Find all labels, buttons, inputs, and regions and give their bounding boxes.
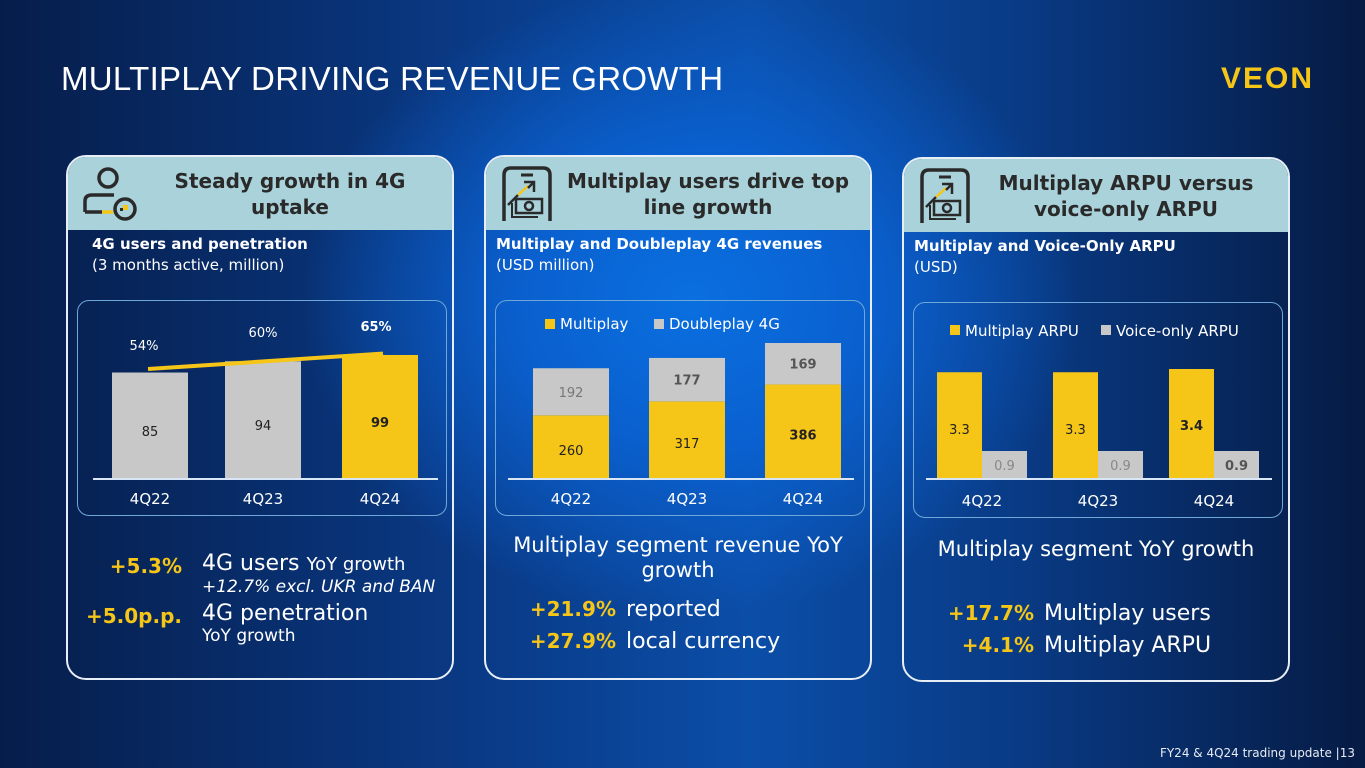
x-tick-label: 4Q23 — [243, 490, 283, 508]
legend-label: Voice-only ARPU — [1116, 322, 1239, 340]
penetration-label: 54% — [130, 339, 159, 354]
stat-label-small: YoY growth — [306, 554, 406, 575]
stat-value: +4.1% — [961, 633, 1034, 657]
stat-label: Multiplay ARPU — [1044, 633, 1212, 658]
stat-value: +27.9% — [529, 629, 616, 653]
bar-voice-only-arpu — [982, 451, 1027, 479]
stat-4g-penetration: +5.0p.p. 4G penetration YoY growth — [78, 601, 369, 647]
stat-value: +17.7% — [947, 601, 1034, 625]
x-tick-label: 4Q24 — [360, 490, 400, 508]
bar-multiplay — [533, 415, 609, 479]
chart-unit: (USD) — [914, 258, 958, 276]
penetration-label: 65% — [360, 320, 391, 335]
x-tick-label: 4Q23 — [667, 490, 707, 508]
bar-voice-only-arpu — [1098, 451, 1143, 479]
stat-label: local currency — [626, 629, 781, 654]
stat-multiplay-users: +17.7% Multiplay users — [924, 601, 1211, 626]
user-4g-icon — [83, 167, 137, 221]
chart-subtitle: Multiplay and Doubleplay 4G revenues — [496, 235, 823, 253]
stat-value: +5.3% — [109, 554, 182, 578]
bar-doubleplay — [649, 357, 725, 402]
card-4g-uptake: Steady growth in 4G uptake 4G users and … — [66, 155, 454, 680]
bar-value-label: 85 — [142, 425, 159, 440]
bar-value-label: 386 — [789, 429, 816, 444]
bar-value-label: 99 — [371, 416, 389, 431]
x-tick-label: 4Q22 — [962, 492, 1002, 510]
bar-multiplay-arpu — [1169, 369, 1214, 479]
bar-voice-only-arpu — [1214, 451, 1259, 479]
chart-subtitle: Multiplay and Voice-Only ARPU — [914, 237, 1176, 255]
bar-multiplay-arpu — [1053, 372, 1098, 479]
bar-value-label: 3.4 — [1180, 419, 1203, 434]
card-title: Multiplay users drive top line growth — [566, 168, 850, 219]
bar-multiplay-arpu — [937, 372, 982, 479]
stat-note: +12.7% excl. UKR and BAN — [202, 577, 436, 597]
penetration-line — [147, 351, 384, 371]
legend-label: Multiplay — [560, 315, 629, 333]
bar-value-label: 317 — [675, 437, 700, 452]
stat-note: YoY growth — [202, 626, 296, 646]
x-tick-label: 4Q22 — [130, 490, 170, 508]
stat-label: 4G users — [202, 551, 300, 576]
x-tick-label: 4Q22 — [551, 490, 591, 508]
bar-value-label: 0.9 — [1225, 459, 1248, 474]
bar-4g-users — [225, 361, 301, 479]
bar-4g-users — [342, 354, 418, 479]
legend-swatch-multiplay — [545, 319, 555, 329]
chart-unit: (USD million) — [496, 256, 595, 274]
bar-value-label: 177 — [673, 374, 700, 389]
segment-title: Multiplay segment revenue YoY growth — [513, 533, 843, 582]
card-header: Multiplay ARPU versus voice-only ARPU — [904, 159, 1288, 232]
stat-label: 4G penetration — [202, 601, 369, 626]
veon-logo: VEON — [1221, 62, 1315, 95]
stat-label: reported — [626, 597, 721, 622]
legend-label: Doubleplay 4G — [669, 315, 780, 333]
card-header: Multiplay users drive top line growth — [486, 157, 870, 230]
legend-swatch-voice-only-arpu — [1101, 325, 1111, 335]
bar-value-label: 3.3 — [949, 423, 970, 438]
chart-subtitle: 4G users and penetration — [92, 235, 308, 253]
stat-value: +21.9% — [529, 597, 616, 621]
chart-4g-users: 85 94 99 54% 60% 65% 4Q22 4Q23 4Q24 — [77, 300, 447, 516]
bar-value-label: 3.3 — [1065, 423, 1086, 438]
x-tick-label: 4Q24 — [1194, 492, 1234, 510]
stat-reported: +21.9% reported — [506, 597, 721, 622]
chart-unit: (3 months active, million) — [92, 256, 285, 274]
card-multiplay-revenue: Multiplay users drive top line growth Mu… — [484, 155, 872, 680]
bar-multiplay — [765, 384, 841, 479]
page-title: MULTIPLAY DRIVING REVENUE GROWTH — [61, 60, 724, 97]
chart-arpu: Multiplay ARPU Voice-only ARPU 3.3 0.9 4Q22 3… — [913, 302, 1283, 518]
stat-label: Multiplay users — [1044, 601, 1211, 626]
bar-value-label: 192 — [559, 386, 584, 401]
penetration-label: 60% — [249, 326, 278, 341]
bar-value-label: 0.9 — [1110, 459, 1131, 474]
card-header: Steady growth in 4G uptake — [68, 157, 452, 230]
bar-value-label: 0.9 — [994, 459, 1015, 474]
phone-money-growth-icon — [920, 168, 970, 223]
card-multiplay-arpu: Multiplay ARPU versus voice-only ARPU Mu… — [902, 157, 1290, 682]
legend-label: Multiplay ARPU — [965, 322, 1079, 340]
legend-swatch-doubleplay — [654, 319, 664, 329]
bar-doubleplay — [533, 368, 609, 416]
chart-multiplay-revenue: Multiplay Doubleplay 4G 260 192 4Q22 317 177 4Q… — [495, 300, 865, 516]
bar-value-label: 94 — [255, 419, 272, 434]
phone-money-growth-icon — [502, 166, 552, 221]
stat-local-currency: +27.9% local currency — [506, 629, 780, 654]
bar-value-label: 260 — [559, 444, 584, 459]
segment-title: Multiplay segment YoY growth — [937, 537, 1255, 561]
bar-value-label: 169 — [789, 358, 816, 373]
bar-doubleplay — [765, 343, 841, 385]
legend-swatch-multiplay-arpu — [950, 325, 960, 335]
x-tick-label: 4Q23 — [1078, 492, 1118, 510]
stat-value: +5.0p.p. — [85, 604, 182, 628]
card-title: Steady growth in 4G uptake — [174, 168, 406, 219]
bar-multiplay — [649, 401, 725, 479]
bar-4g-users — [112, 372, 188, 479]
stat-4g-users: +5.3% 4G users YoY growth +12.7% excl. U… — [78, 551, 436, 598]
footer-page-label: FY24 & 4Q24 trading update |13 — [1159, 746, 1355, 760]
stat-multiplay-arpu: +4.1% Multiplay ARPU — [924, 633, 1211, 658]
x-tick-label: 4Q24 — [783, 490, 823, 508]
card-title: Multiplay ARPU versus voice-only ARPU — [998, 170, 1254, 221]
